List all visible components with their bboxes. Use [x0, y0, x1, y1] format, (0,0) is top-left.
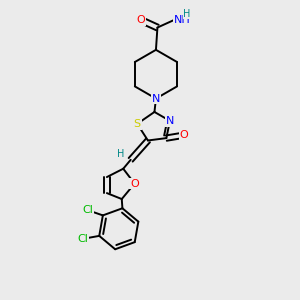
Text: O: O: [130, 178, 139, 189]
Text: NH: NH: [174, 15, 190, 25]
Text: N: N: [166, 116, 174, 126]
Text: S: S: [134, 119, 141, 129]
Text: Cl: Cl: [82, 205, 93, 215]
Text: O: O: [180, 130, 189, 140]
Text: Cl: Cl: [77, 234, 88, 244]
Text: O: O: [137, 15, 146, 25]
Text: N: N: [152, 94, 160, 103]
Text: H: H: [184, 9, 191, 19]
Text: H: H: [118, 149, 125, 160]
